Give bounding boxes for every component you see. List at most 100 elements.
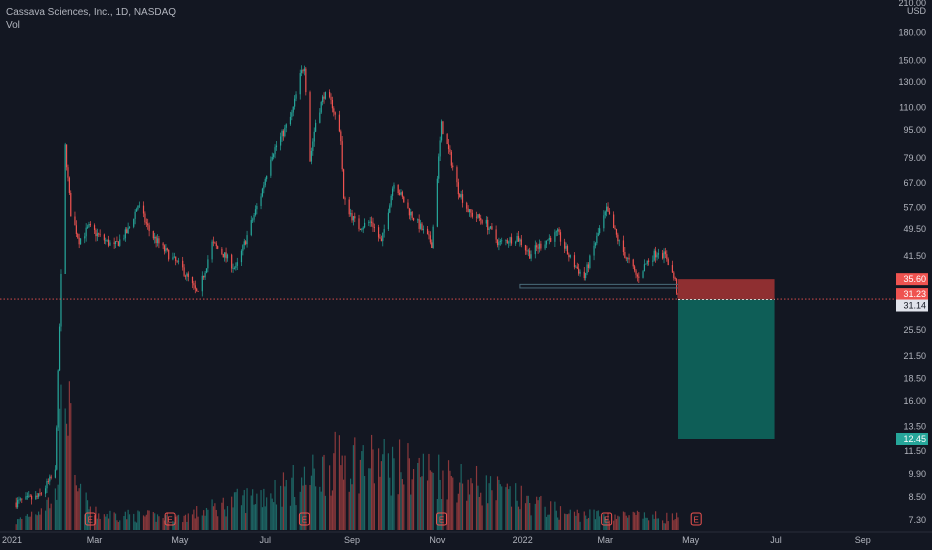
volume-bar	[397, 494, 399, 530]
candle-body	[126, 229, 128, 234]
volume-bar	[324, 495, 327, 530]
candle-body	[25, 496, 27, 500]
earnings-event-marker[interactable]	[298, 512, 310, 526]
candle-body	[547, 239, 549, 241]
volume-bar	[280, 485, 282, 530]
volume-bar	[625, 515, 627, 530]
volume-bar	[358, 493, 360, 530]
price-tick-label: 67.00	[903, 178, 926, 188]
candle-body	[113, 242, 115, 245]
volume-bar	[145, 514, 147, 530]
volume-bar	[310, 475, 313, 530]
candle-body	[527, 250, 529, 252]
volume-bar	[510, 506, 513, 530]
candle-body	[370, 221, 373, 223]
price-tick-label: 21.50	[903, 351, 926, 361]
volume-bar	[183, 515, 185, 530]
candle-body	[78, 237, 80, 245]
volume-bar	[215, 509, 217, 530]
candle-body	[557, 229, 559, 232]
volume-bar	[106, 514, 108, 530]
candle-body	[439, 140, 441, 157]
volume-bar	[116, 520, 118, 530]
earnings-event-marker[interactable]	[601, 512, 613, 526]
volume-bar	[301, 477, 303, 530]
time-tick-label: Mar	[87, 535, 103, 545]
volume-bar	[305, 484, 307, 530]
candle-body	[158, 238, 160, 244]
volume-bar	[303, 466, 306, 530]
candle-body	[599, 228, 601, 234]
candle-body	[30, 496, 33, 500]
candle-body	[284, 127, 286, 137]
candle-body	[292, 106, 294, 113]
stop-loss-zone[interactable]	[678, 279, 775, 300]
price-tick-label: 110.00	[899, 103, 926, 113]
candle-body	[566, 246, 569, 255]
volume-bar	[498, 479, 500, 530]
candle-body	[294, 98, 296, 107]
candle-body	[608, 211, 611, 215]
earnings-event-marker[interactable]	[436, 512, 448, 526]
volume-bar	[456, 502, 458, 530]
candle-body	[187, 273, 189, 278]
candle-body	[16, 500, 19, 508]
candle-body	[60, 273, 62, 327]
candle-body	[270, 159, 272, 176]
candle-body	[638, 276, 640, 278]
volume-bar	[58, 408, 61, 530]
volume-bar	[137, 510, 139, 530]
volume-bar	[400, 472, 402, 530]
volume-bar	[256, 493, 258, 530]
volume-bar	[341, 455, 343, 530]
volume-bar	[282, 472, 285, 530]
candle-body	[156, 238, 159, 244]
volume-bar	[166, 512, 168, 530]
volume-bar	[439, 479, 441, 530]
price-label-text: 35.60	[903, 274, 926, 284]
candle-body	[594, 243, 597, 246]
volume-bar	[565, 514, 567, 530]
earnings-event-marker[interactable]	[690, 512, 702, 526]
price-label-entry	[896, 299, 928, 312]
volume-bar	[243, 489, 245, 530]
short-position-tool[interactable]	[678, 279, 775, 439]
candle-body	[418, 219, 420, 229]
candle-body	[596, 235, 598, 244]
candle-body	[480, 218, 482, 221]
candle-body	[622, 240, 625, 253]
volume-bar	[557, 517, 559, 530]
volume-bar	[537, 500, 539, 530]
volume-bar	[603, 514, 605, 530]
volume-bar	[98, 513, 100, 530]
volume-bar	[253, 504, 255, 530]
candle-body	[578, 268, 580, 274]
candle-body	[106, 239, 108, 241]
volume-bar	[134, 521, 136, 530]
earnings-event-marker[interactable]	[164, 512, 176, 526]
candle-body	[589, 255, 591, 268]
volume-bar	[632, 511, 634, 530]
price-tick-label: 41.50	[903, 251, 926, 261]
volume-bar	[544, 506, 546, 530]
price-tick-label: 95.00	[903, 125, 926, 135]
time-axis[interactable]: 2021 Mar May Jul Sep Nov 2022 Mar May Jul Sep	[0, 531, 932, 545]
candle-body	[295, 94, 297, 99]
take-profit-zone[interactable]	[678, 299, 775, 439]
volume-bar	[634, 512, 636, 530]
price-tick-label: 11.50	[904, 446, 926, 456]
price-tick-label: 25.50	[903, 325, 926, 335]
volume-bar	[475, 465, 478, 530]
candle-body	[96, 233, 98, 237]
earnings-event-label: E	[604, 516, 609, 525]
volume-bar	[107, 518, 110, 530]
volume-bar	[50, 503, 52, 530]
volume-bar	[193, 509, 195, 530]
candle-body	[309, 92, 311, 162]
candle-body	[554, 232, 556, 242]
earnings-event-marker[interactable]	[84, 512, 96, 526]
candle-body	[184, 275, 187, 277]
